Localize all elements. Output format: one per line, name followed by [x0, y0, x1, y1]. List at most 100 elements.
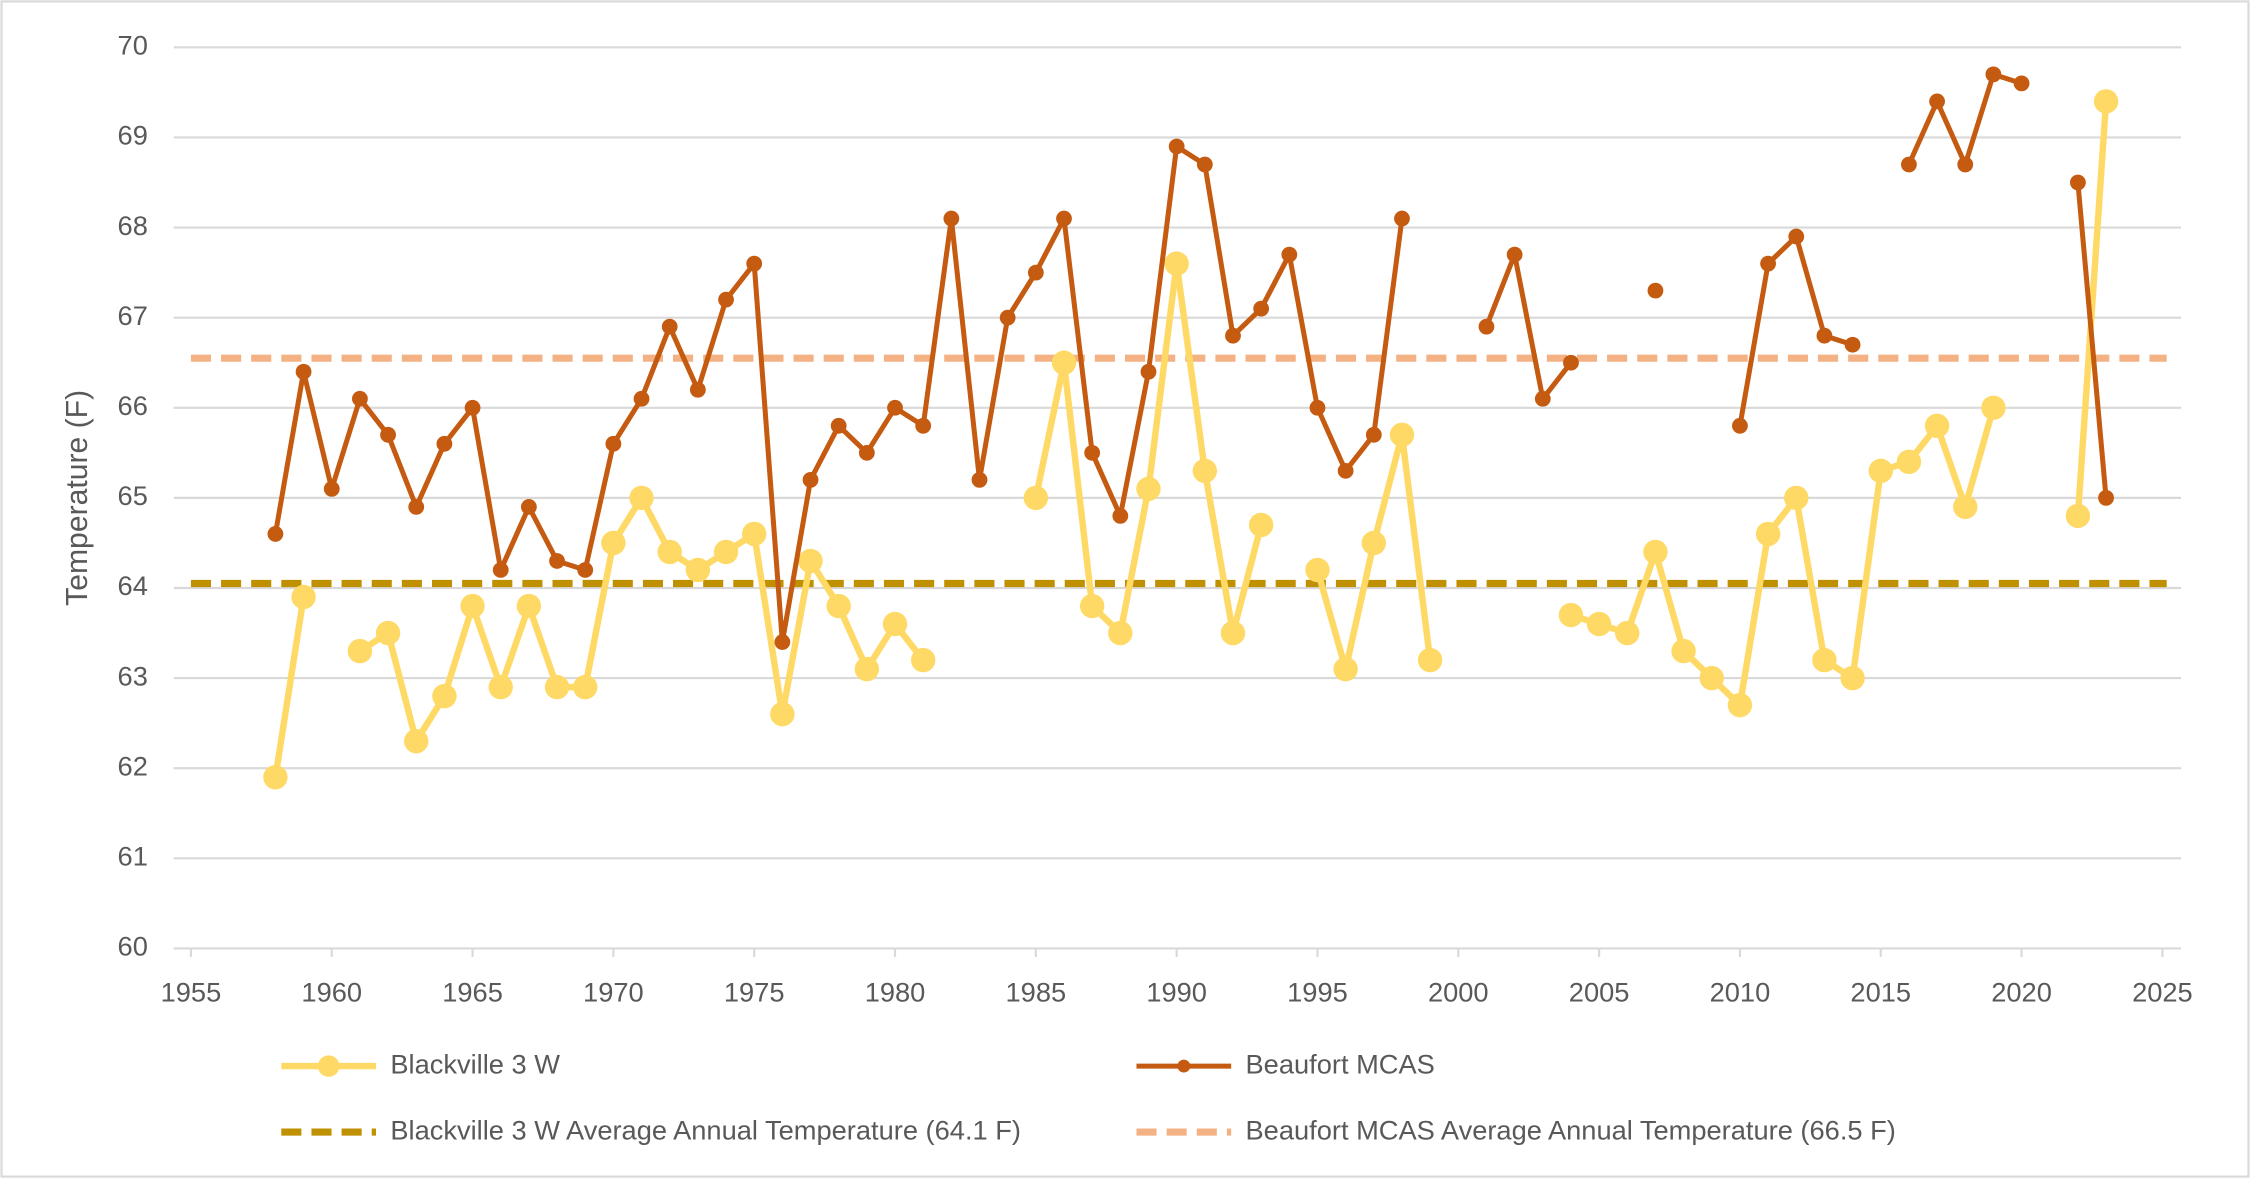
data-point: [323, 480, 340, 497]
data-point: [1563, 354, 1579, 371]
data-point: [1056, 210, 1072, 227]
x-tick-label: 1985: [1006, 977, 1067, 1008]
data-point: [1478, 318, 1495, 335]
data-point: [1225, 327, 1241, 344]
data-point: [689, 381, 706, 398]
data-point: [1281, 246, 1298, 263]
data-point: [520, 499, 537, 515]
data-point: [347, 638, 373, 664]
data-point: [492, 562, 509, 578]
data-point: [830, 417, 847, 434]
data-point: [1168, 138, 1185, 155]
x-tick-label: 1990: [1146, 977, 1207, 1008]
x-tick-label: 2025: [2132, 977, 2193, 1008]
x-tick-label: 1955: [161, 977, 222, 1008]
data-point: [577, 562, 594, 578]
data-point: [882, 611, 908, 637]
data-point: [573, 674, 598, 700]
data-point: [718, 291, 734, 308]
data-point: [1647, 282, 1664, 299]
y-tick-label: 67: [118, 300, 148, 331]
data-point: [549, 553, 565, 569]
data-point: [858, 444, 875, 461]
data-point: [1558, 602, 1584, 628]
data-point: [742, 521, 767, 547]
data-point: [685, 557, 711, 583]
data-point: [2065, 503, 2091, 529]
data-point: [657, 539, 682, 565]
data-point: [1699, 665, 1724, 691]
data-point: [1140, 363, 1157, 380]
data-point: [1164, 251, 1189, 276]
data-point: [1760, 255, 1776, 272]
y-tick-label: 68: [118, 210, 148, 241]
x-tick-label: 1975: [724, 977, 785, 1008]
data-point: [971, 471, 988, 488]
data-point: [1671, 638, 1696, 664]
data-point: [1844, 336, 1861, 353]
data-point: [1788, 228, 1805, 245]
data-point: [1812, 647, 1837, 673]
data-point: [633, 390, 650, 407]
data-point: [746, 255, 763, 272]
data-point: [915, 417, 932, 434]
data-point: [1220, 620, 1246, 646]
y-axis-label: Temperature (F): [61, 390, 94, 606]
data-point: [1615, 620, 1640, 646]
data-point: [380, 426, 396, 443]
data-point: [999, 309, 1016, 326]
data-point: [1196, 156, 1213, 173]
data-point: [1112, 508, 1129, 524]
data-point: [263, 765, 288, 790]
data-point: [436, 435, 453, 452]
data-point: [774, 634, 791, 650]
legend-label: Blackville 3 W: [390, 1048, 560, 1079]
legend-label: Blackville 3 W Average Annual Temperatur…: [390, 1114, 1021, 1145]
legend-marker: [1177, 1059, 1191, 1073]
y-tick-label: 61: [118, 841, 148, 872]
data-point: [1394, 210, 1410, 227]
data-point: [661, 318, 678, 335]
data-point: [1901, 156, 1917, 173]
data-point: [352, 390, 368, 407]
data-point: [1305, 557, 1330, 583]
x-tick-label: 1970: [583, 977, 644, 1008]
data-point: [291, 584, 316, 610]
data-point: [1027, 264, 1044, 281]
data-point: [1361, 530, 1386, 556]
legend-label: Beaufort MCAS: [1246, 1048, 1435, 1079]
data-point: [798, 548, 823, 574]
data-point: [1079, 593, 1105, 619]
data-point: [1506, 246, 1523, 263]
data-point: [1337, 462, 1354, 479]
data-point: [887, 399, 903, 416]
data-point: [605, 435, 622, 452]
data-point: [1192, 458, 1218, 484]
x-tick-label: 1965: [442, 977, 503, 1008]
x-tick-label: 2010: [1710, 977, 1771, 1008]
data-point: [1023, 485, 1049, 511]
data-point: [1816, 327, 1833, 344]
data-point: [1084, 444, 1101, 461]
data-point: [1309, 399, 1326, 416]
data-point: [432, 683, 457, 709]
data-point: [1981, 395, 2006, 420]
data-point: [1985, 66, 2002, 83]
y-tick-label: 64: [118, 570, 148, 601]
y-tick-label: 65: [118, 480, 148, 511]
data-point: [826, 593, 851, 619]
data-point: [1389, 422, 1415, 448]
data-point: [267, 526, 284, 542]
data-point: [629, 485, 654, 511]
x-tick-label: 2005: [1569, 977, 1630, 1008]
data-point: [295, 363, 312, 380]
data-point: [544, 674, 570, 700]
data-point: [1868, 458, 1893, 484]
y-tick-label: 66: [118, 390, 148, 421]
x-tick-label: 2000: [1428, 977, 1489, 1008]
data-point: [1417, 647, 1443, 673]
y-tick-label: 62: [118, 750, 148, 781]
data-point: [464, 399, 481, 416]
y-tick-label: 69: [118, 120, 148, 151]
data-point: [1253, 300, 1270, 317]
